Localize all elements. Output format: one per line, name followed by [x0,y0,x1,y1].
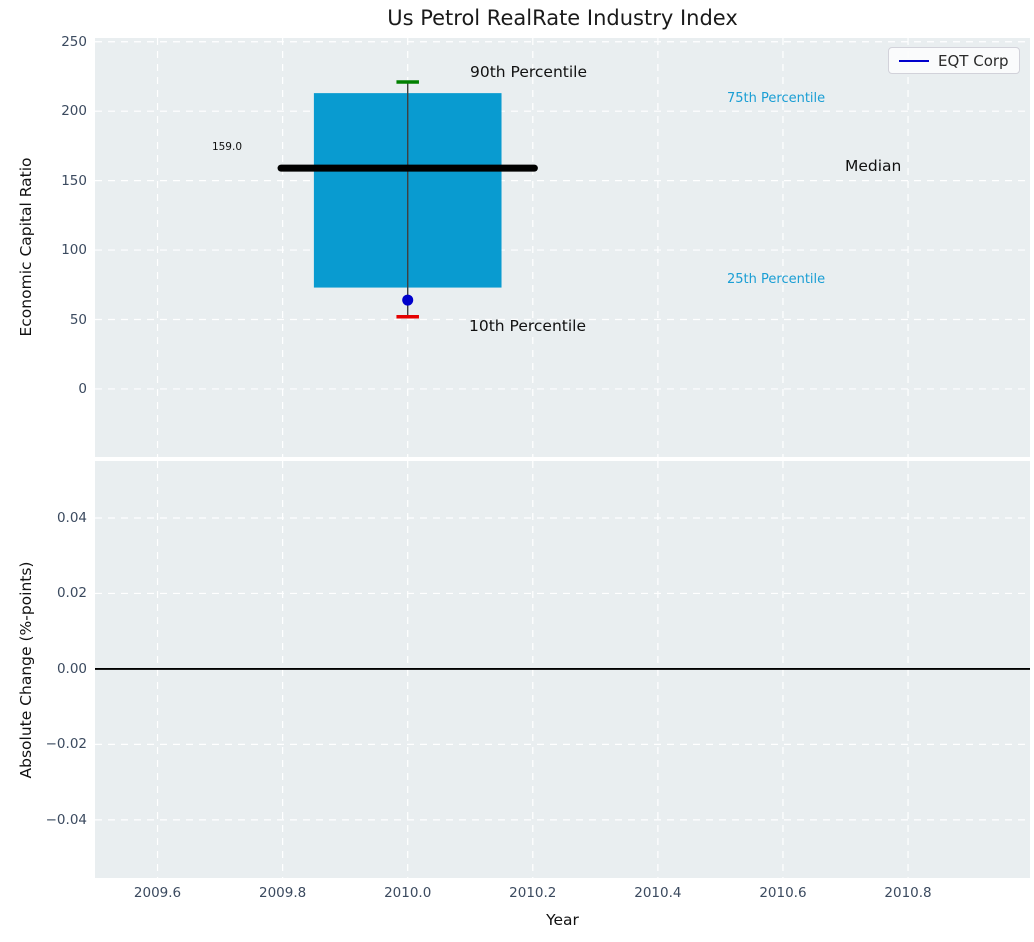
x-tick-label: 2010.0 [384,885,432,901]
legend-line-swatch [899,59,929,62]
annotation-median: Median [845,157,902,175]
x-tick-label: 2010.2 [509,885,557,901]
legend-box: EQT Corp [888,47,1020,74]
y-tick-label: 100 [61,242,87,259]
annotation-25th-percentile: 25th Percentile [727,272,826,287]
plot-area-bottom [95,461,1030,878]
y-tick-label: −0.04 [45,811,87,828]
x-tick-label: 2009.8 [259,885,307,901]
plot-area-top [95,38,1030,457]
y-tick-label: 0 [78,380,87,397]
annotation-90th-percentile: 90th Percentile [470,63,588,81]
y-tick-label: 200 [61,103,87,120]
annotation-75th-percentile: 75th Percentile [727,91,826,106]
y-tick-label: 0.02 [56,585,87,602]
y-tick-label: 150 [61,172,87,189]
x-tick-label: 2010.6 [759,885,807,901]
annotation-10th-percentile: 10th Percentile [469,317,587,335]
chart-canvas [95,38,1030,457]
legend-label: EQT Corp [938,51,1009,70]
x-tick-label: 2010.4 [634,885,682,901]
x-tick-label: 2010.8 [884,885,932,901]
company-point [402,294,414,306]
x-tick-label: 2009.6 [133,885,182,901]
chart-title: Us Petrol RealRate Industry Index [387,6,738,30]
x-axis-label: Year [546,911,579,929]
y-tick-label: 50 [69,311,87,328]
y-tick-label: −0.02 [45,736,87,753]
annotation-median-value: 159.0 [211,141,242,153]
y-tick-label: 0.00 [56,660,87,677]
chart-canvas [95,461,1030,878]
y-tick-label: 250 [61,33,87,50]
y-tick-label: 0.04 [56,509,87,526]
